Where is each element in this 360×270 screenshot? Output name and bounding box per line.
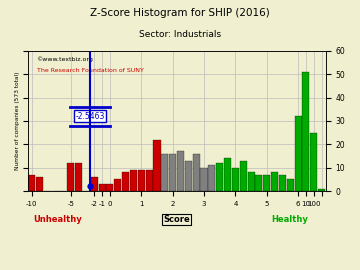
Bar — [208, 165, 215, 191]
Text: Sector: Industrials: Sector: Industrials — [139, 30, 221, 39]
Bar — [302, 72, 310, 191]
Text: Z-Score Histogram for SHIP (2016): Z-Score Histogram for SHIP (2016) — [90, 8, 270, 18]
Text: The Research Foundation of SUNY: The Research Foundation of SUNY — [37, 68, 143, 73]
Bar — [130, 170, 137, 191]
Text: ©www.textbiz.org: ©www.textbiz.org — [37, 56, 94, 62]
Bar — [28, 175, 35, 191]
Text: Score: Score — [163, 215, 190, 224]
Bar — [145, 170, 153, 191]
Bar — [36, 177, 43, 191]
Bar — [177, 151, 184, 191]
Bar — [122, 172, 129, 191]
Bar — [271, 172, 278, 191]
Bar — [240, 161, 247, 191]
Bar — [248, 172, 255, 191]
Bar — [255, 175, 262, 191]
Bar — [224, 158, 231, 191]
Bar — [91, 177, 98, 191]
Bar — [201, 168, 208, 191]
Bar — [232, 168, 239, 191]
Text: Healthy: Healthy — [271, 215, 308, 224]
Bar — [216, 163, 223, 191]
Bar — [114, 179, 121, 191]
Bar — [67, 163, 74, 191]
Bar — [138, 170, 145, 191]
Bar — [294, 116, 302, 191]
Bar — [318, 189, 325, 191]
Bar — [185, 161, 192, 191]
Bar — [75, 163, 82, 191]
Bar — [263, 175, 270, 191]
Bar — [287, 179, 294, 191]
Bar — [169, 154, 176, 191]
Y-axis label: Number of companies (573 total): Number of companies (573 total) — [15, 72, 20, 170]
Text: Unhealthy: Unhealthy — [33, 215, 82, 224]
Bar — [279, 175, 286, 191]
Bar — [107, 184, 113, 191]
Bar — [310, 133, 317, 191]
Bar — [153, 140, 161, 191]
Bar — [99, 184, 105, 191]
Bar — [161, 154, 168, 191]
Text: -2.5463: -2.5463 — [75, 112, 105, 121]
Bar — [193, 154, 200, 191]
